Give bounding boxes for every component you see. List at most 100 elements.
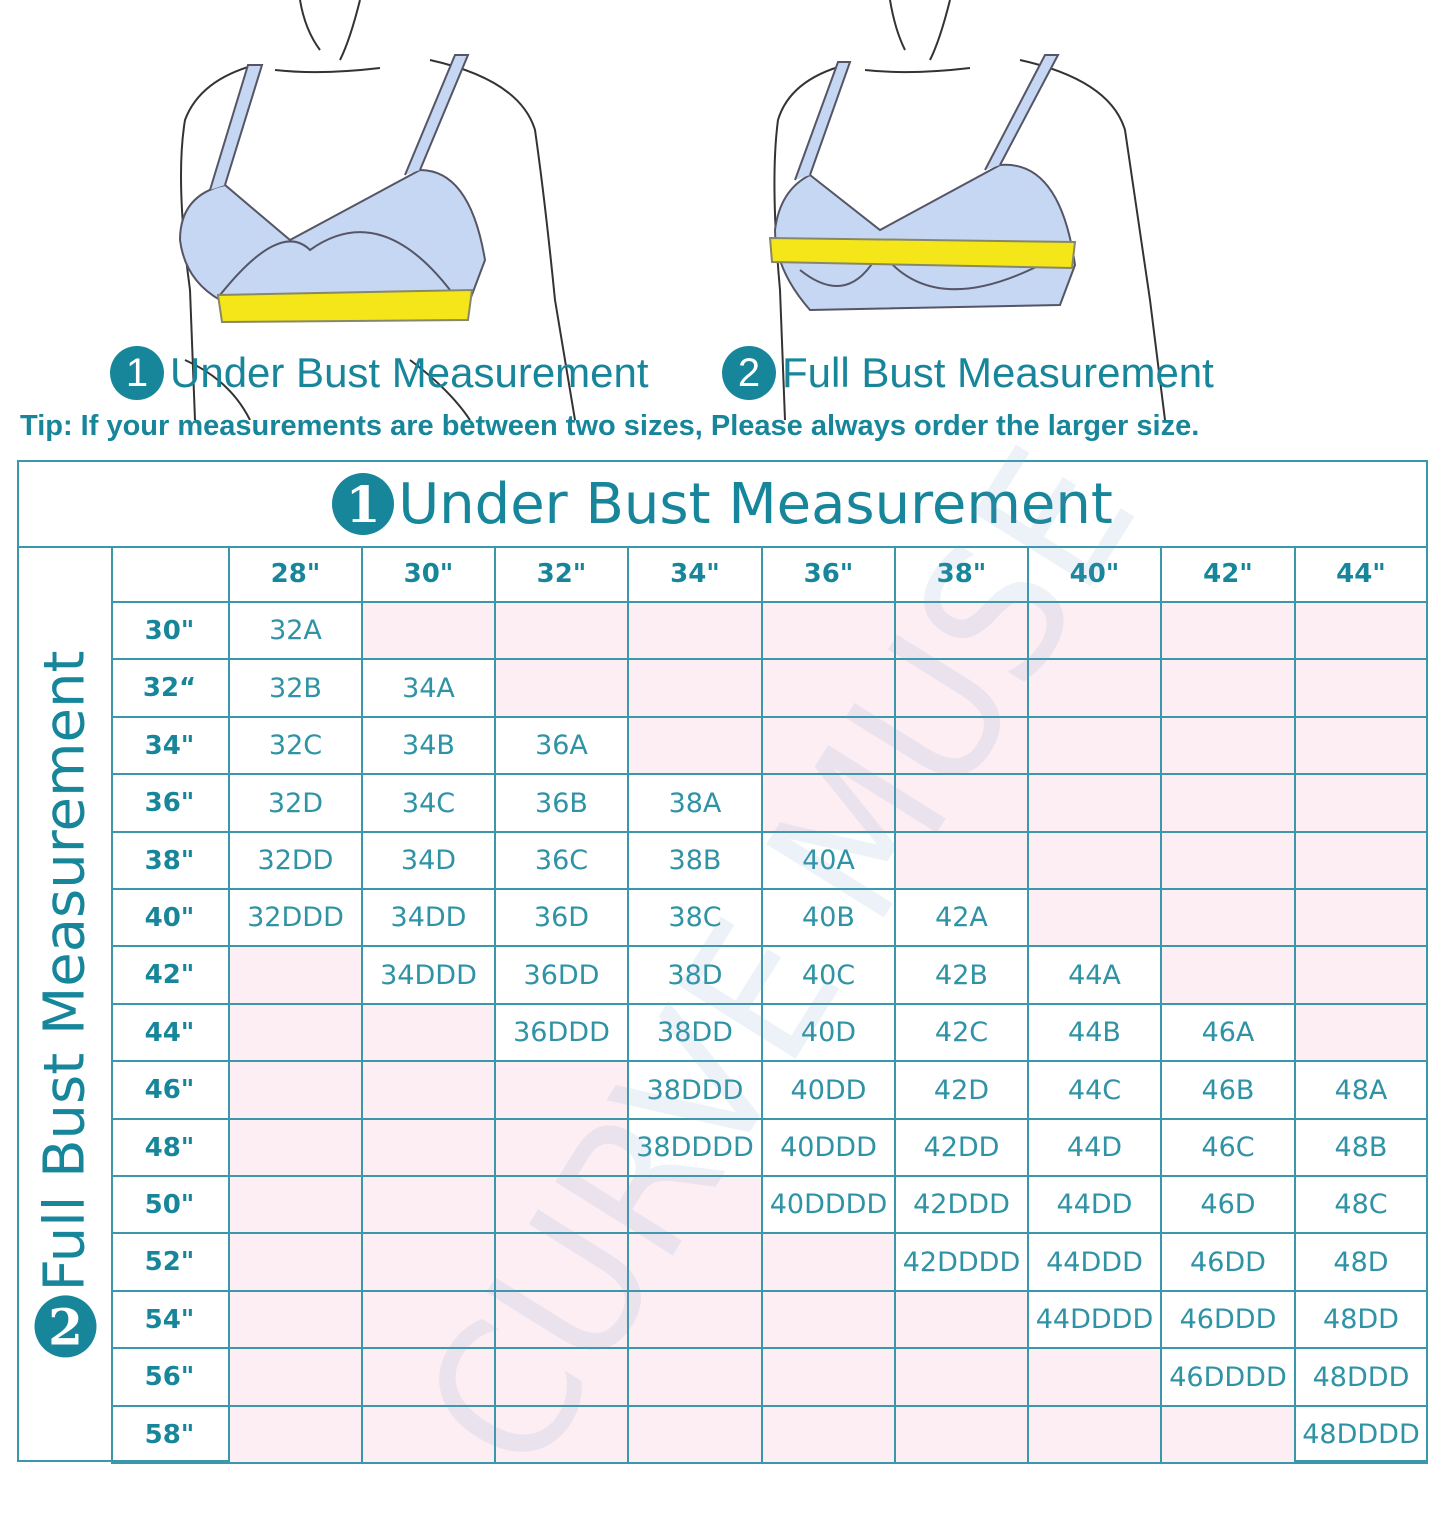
empty-cell — [763, 1292, 896, 1349]
size-cell: 48DDD — [1296, 1349, 1428, 1407]
tip-text: Tip: If your measurements are between tw… — [20, 410, 1200, 442]
empty-cell — [230, 1407, 363, 1464]
column-header: 38" — [896, 546, 1029, 603]
empty-cell — [1296, 833, 1428, 890]
empty-cell — [1296, 603, 1428, 660]
row-header: 30" — [111, 603, 230, 660]
empty-cell — [1296, 1005, 1428, 1062]
empty-cell — [763, 718, 896, 775]
empty-cell — [1029, 775, 1162, 833]
empty-cell — [363, 603, 496, 660]
size-cell: 42A — [896, 890, 1029, 947]
size-cell: 34DDD — [363, 947, 496, 1005]
empty-cell — [1162, 775, 1296, 833]
size-cell: 36DD — [496, 947, 629, 1005]
size-cell: 44C — [1029, 1062, 1162, 1120]
size-cell: 46A — [1162, 1005, 1296, 1062]
empty-cell — [363, 1177, 496, 1234]
size-cell: 44A — [1029, 947, 1162, 1005]
empty-cell — [363, 1062, 496, 1120]
empty-cell — [763, 660, 896, 718]
size-cell: 46DDDD — [1162, 1349, 1296, 1407]
empty-cell — [763, 1349, 896, 1407]
size-cell: 32D — [230, 775, 363, 833]
size-cell: 40DDD — [763, 1120, 896, 1177]
empty-cell — [629, 1292, 763, 1349]
empty-cell — [1296, 718, 1428, 775]
size-cell: 38DDD — [629, 1062, 763, 1120]
under-bust-caption: 1 Under Bust Measurement — [110, 346, 649, 400]
empty-cell — [496, 603, 629, 660]
size-cell: 46DDD — [1162, 1292, 1296, 1349]
column-header: 30" — [363, 546, 496, 603]
empty-cell — [1029, 833, 1162, 890]
empty-cell — [1162, 890, 1296, 947]
empty-cell — [363, 1234, 496, 1292]
size-cell: 36D — [496, 890, 629, 947]
side-label: 2 Full Bust Measurement — [19, 546, 113, 1462]
size-cell: 44DD — [1029, 1177, 1162, 1234]
empty-cell — [1029, 890, 1162, 947]
size-cell: 32A — [230, 603, 363, 660]
size-cell: 36DDD — [496, 1005, 629, 1062]
size-cell: 34DD — [363, 890, 496, 947]
empty-cell — [896, 1349, 1029, 1407]
size-cell: 38D — [629, 947, 763, 1005]
empty-cell — [1162, 603, 1296, 660]
row-header: 34" — [111, 718, 230, 775]
row-header: 58" — [111, 1407, 230, 1464]
size-cell: 46D — [1162, 1177, 1296, 1234]
empty-cell — [1029, 718, 1162, 775]
size-cell: 46B — [1162, 1062, 1296, 1120]
empty-cell — [363, 1349, 496, 1407]
column-header: 36" — [763, 546, 896, 603]
empty-cell — [230, 947, 363, 1005]
column-header: 42" — [1162, 546, 1296, 603]
empty-cell — [363, 1005, 496, 1062]
size-cell: 34C — [363, 775, 496, 833]
row-header: 52" — [111, 1234, 230, 1292]
full-bust-figure — [768, 0, 1166, 420]
size-cell: 42DDD — [896, 1177, 1029, 1234]
empty-cell — [363, 1407, 496, 1464]
size-cell: 48DDDD — [1296, 1407, 1428, 1464]
size-cell: 42DD — [896, 1120, 1029, 1177]
empty-cell — [763, 603, 896, 660]
size-cell: 38DD — [629, 1005, 763, 1062]
row-header: 56" — [111, 1349, 230, 1407]
size-cell: 34A — [363, 660, 496, 718]
size-cell: 40C — [763, 947, 896, 1005]
empty-cell — [230, 1005, 363, 1062]
empty-cell — [1162, 718, 1296, 775]
size-cell: 42D — [896, 1062, 1029, 1120]
size-cell: 48C — [1296, 1177, 1428, 1234]
row-header: 42" — [111, 947, 230, 1005]
empty-cell — [763, 775, 896, 833]
row-header: 50" — [111, 1177, 230, 1234]
size-cell: 40D — [763, 1005, 896, 1062]
empty-cell — [896, 1292, 1029, 1349]
row-header: 46" — [111, 1062, 230, 1120]
size-chart-table: 1 Under Bust Measurement 2 Full Bust Mea… — [17, 460, 1428, 1464]
size-cell: 44D — [1029, 1120, 1162, 1177]
size-cell: 40DD — [763, 1062, 896, 1120]
empty-cell — [1029, 1349, 1162, 1407]
empty-cell — [629, 1407, 763, 1464]
empty-cell — [1296, 890, 1428, 947]
size-cell: 42B — [896, 947, 1029, 1005]
step-1-badge: 1 — [110, 346, 164, 400]
empty-cell — [896, 660, 1029, 718]
empty-cell — [629, 603, 763, 660]
empty-cell — [1296, 660, 1428, 718]
row-header: 54" — [111, 1292, 230, 1349]
empty-cell — [496, 1177, 629, 1234]
empty-cell — [629, 718, 763, 775]
size-cell: 46C — [1162, 1120, 1296, 1177]
full-bust-caption: 2 Full Bust Measurement — [722, 346, 1214, 400]
step-2-badge: 2 — [34, 1295, 96, 1358]
size-cell: 32DD — [230, 833, 363, 890]
row-header: 48" — [111, 1120, 230, 1177]
size-cell: 48A — [1296, 1062, 1428, 1120]
size-cell: 48D — [1296, 1234, 1428, 1292]
empty-cell — [1162, 947, 1296, 1005]
